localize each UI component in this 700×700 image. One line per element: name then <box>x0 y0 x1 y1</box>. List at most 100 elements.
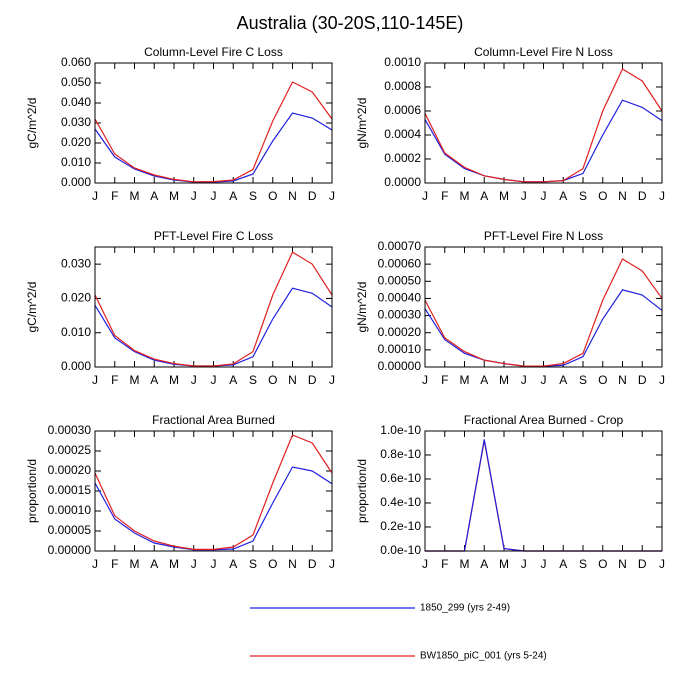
y-tick-label: 0.0006 <box>384 103 421 117</box>
x-tick-label: A <box>480 189 488 203</box>
x-tick-label: J <box>191 557 197 571</box>
x-tick-label: F <box>441 557 448 571</box>
x-tick-label: A <box>150 557 158 571</box>
x-tick-label: J <box>659 189 665 203</box>
series-line <box>424 99 663 183</box>
x-tick-label: M <box>460 557 470 571</box>
x-tick-label: M <box>169 557 179 571</box>
chart-title: PFT-Level Fire N Loss <box>484 229 603 243</box>
x-tick-label: J <box>211 373 217 387</box>
y-tick-label: 0.00020 <box>48 463 92 477</box>
plot-frame <box>424 430 663 552</box>
x-tick-label: N <box>618 373 627 387</box>
x-tick-label: M <box>499 557 509 571</box>
x-tick-label: M <box>460 373 470 387</box>
x-tick-label: O <box>268 373 277 387</box>
y-axis-label: proportion/d <box>355 459 369 523</box>
y-tick-label: 0.010 <box>61 155 91 169</box>
x-tick-label: J <box>521 189 527 203</box>
x-tick-label: D <box>308 373 317 387</box>
x-tick-label: J <box>329 557 335 571</box>
plot-frame <box>94 62 333 184</box>
legend-label: BW1850_piC_001 (yrs 5-24) <box>420 651 547 662</box>
x-tick-label: F <box>111 189 118 203</box>
x-tick-label: A <box>229 557 237 571</box>
y-tick-label: 0.00060 <box>378 256 422 270</box>
y-tick-label: 0.0e-10 <box>380 543 421 557</box>
x-tick-label: O <box>598 189 607 203</box>
x-tick-label: J <box>541 189 547 203</box>
x-tick-label: F <box>111 373 118 387</box>
x-tick-label: F <box>111 557 118 571</box>
y-axis-label: proportion/d <box>25 459 39 523</box>
y-tick-label: 0.0010 <box>384 55 421 69</box>
x-tick-label: A <box>150 189 158 203</box>
y-tick-label: 0.020 <box>61 291 91 305</box>
x-tick-label: A <box>229 189 237 203</box>
x-tick-label: A <box>150 373 158 387</box>
x-tick-label: N <box>288 557 297 571</box>
y-tick-label: 0.000 <box>61 359 91 373</box>
x-tick-label: M <box>130 557 140 571</box>
y-axis-label: gN/m^2/d <box>355 282 369 333</box>
y-axis-label: gN/m^2/d <box>355 98 369 149</box>
y-tick-label: 0.020 <box>61 135 91 149</box>
x-tick-label: F <box>441 373 448 387</box>
x-tick-label: A <box>480 557 488 571</box>
x-tick-label: J <box>659 373 665 387</box>
y-tick-label: 0.000 <box>61 175 91 189</box>
figure-title: Australia (30-20S,110-145E) <box>237 13 464 33</box>
y-tick-label: 0.00010 <box>378 342 422 356</box>
x-tick-label: M <box>169 373 179 387</box>
x-tick-label: J <box>211 189 217 203</box>
x-tick-label: A <box>559 373 567 387</box>
x-tick-label: N <box>288 189 297 203</box>
x-tick-label: J <box>92 557 98 571</box>
y-tick-label: 0.010 <box>61 325 91 339</box>
y-tick-label: 0.040 <box>61 95 91 109</box>
y-tick-label: 0.030 <box>61 115 91 129</box>
series-line <box>94 251 333 367</box>
y-tick-label: 0.00050 <box>378 273 422 287</box>
x-tick-label: F <box>441 189 448 203</box>
y-tick-label: 0.4e-10 <box>380 495 421 509</box>
series-line <box>425 439 662 552</box>
x-tick-label: J <box>329 189 335 203</box>
x-tick-label: J <box>521 373 527 387</box>
y-tick-label: 0.00070 <box>378 239 422 253</box>
x-tick-label: O <box>598 557 607 571</box>
y-tick-label: 0.00000 <box>378 359 422 373</box>
y-tick-label: 0.00030 <box>378 308 422 322</box>
x-tick-label: J <box>92 373 98 387</box>
x-tick-label: A <box>229 373 237 387</box>
x-tick-label: J <box>211 557 217 571</box>
x-tick-label: S <box>579 373 587 387</box>
series-line <box>94 434 333 551</box>
x-tick-label: D <box>638 373 647 387</box>
y-tick-label: 0.6e-10 <box>380 471 421 485</box>
x-tick-label: N <box>618 189 627 203</box>
x-tick-label: M <box>499 373 509 387</box>
series-line <box>94 112 333 183</box>
series-line <box>424 68 663 183</box>
series-line <box>424 289 663 367</box>
x-tick-label: N <box>288 373 297 387</box>
x-tick-label: O <box>268 189 277 203</box>
x-tick-label: D <box>638 189 647 203</box>
y-axis-label: gC/m^2/d <box>25 98 39 149</box>
plot-frame <box>424 246 663 368</box>
y-tick-label: 0.0000 <box>384 175 421 189</box>
x-tick-label: A <box>480 373 488 387</box>
x-tick-label: S <box>579 557 587 571</box>
x-tick-label: D <box>308 189 317 203</box>
series-line <box>94 287 333 367</box>
x-tick-label: J <box>329 373 335 387</box>
chart-title: PFT-Level Fire C Loss <box>154 229 273 243</box>
chart-title: Fractional Area Burned - Crop <box>464 413 624 427</box>
series-line <box>94 81 333 183</box>
x-tick-label: J <box>521 557 527 571</box>
y-tick-label: 0.00015 <box>48 483 92 497</box>
x-tick-label: N <box>618 557 627 571</box>
y-tick-label: 0.030 <box>61 256 91 270</box>
